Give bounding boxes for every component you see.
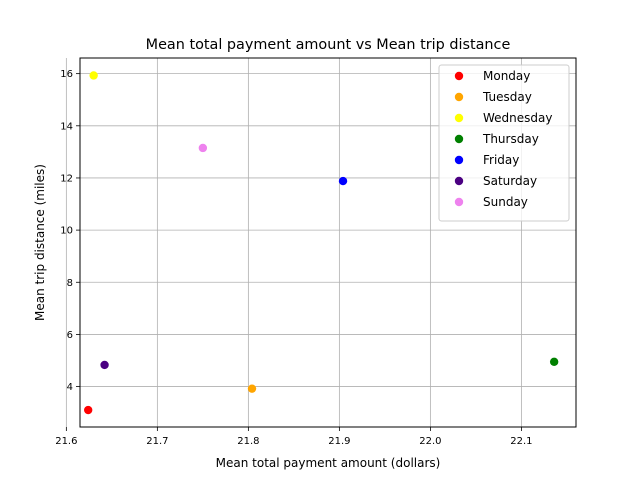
- legend-label-sunday: Sunday: [483, 195, 528, 209]
- data-point-tuesday: [247, 384, 257, 393]
- data-point-thursday: [549, 357, 559, 367]
- y-axis-label: Mean trip distance (miles): [33, 164, 47, 321]
- y-axis: 4 6 8 10 12 14 16: [60, 69, 80, 393]
- legend-label-saturday: Saturday: [483, 174, 537, 188]
- x-tick-label: 21.7: [146, 436, 168, 447]
- legend-marker-friday: [454, 155, 464, 165]
- legend-marker-tuesday: [454, 92, 464, 102]
- legend-label-monday: Monday: [483, 69, 530, 83]
- legend-label-thursday: Thursday: [482, 132, 539, 146]
- x-tick-label: 21.8: [237, 436, 259, 447]
- legend-label-tuesday: Tuesday: [482, 90, 532, 104]
- legend-marker-wednesday: [454, 113, 464, 123]
- chart-title: Mean total payment amount vs Mean trip d…: [146, 37, 511, 53]
- data-point-saturday: [100, 360, 109, 370]
- legend-marker-saturday: [454, 176, 464, 186]
- y-tick-label: 6: [67, 330, 73, 341]
- plot-frame: [79, 57, 577, 428]
- legend-label-wednesday: Wednesday: [483, 111, 552, 125]
- legend-marker-thursday: [454, 134, 464, 144]
- legend-marker-monday: [454, 71, 464, 81]
- data-point-wednesday: [89, 71, 98, 80]
- data-point-friday: [338, 176, 348, 186]
- y-tick-label: 10: [60, 226, 73, 237]
- y-tick-label: 12: [60, 173, 73, 184]
- data-point-sunday: [198, 143, 208, 153]
- y-tick-label: 16: [60, 69, 73, 80]
- x-tick-label: 21.9: [328, 436, 350, 447]
- legend: Monday Tuesday Wednesday Thursday Friday Satu…: [438, 64, 570, 222]
- x-axis-label: Mean total payment amount (dollars): [216, 456, 441, 470]
- x-tick-label: 21.6: [55, 436, 77, 447]
- data-points: [83, 71, 559, 415]
- y-tick-label: 14: [60, 121, 73, 132]
- data-point-monday: [83, 405, 93, 415]
- x-axis: 21.6 21.7 21.8 21.9 22.0 22.1: [55, 427, 533, 447]
- x-tick-label: 22.1: [510, 436, 532, 447]
- legend-box: [438, 64, 570, 222]
- y-tick-label: 4: [67, 382, 73, 393]
- x-tick-label: 22.0: [419, 436, 441, 447]
- legend-marker-sunday: [454, 197, 464, 207]
- y-tick-label: 8: [67, 278, 73, 289]
- legend-label-friday: Friday: [483, 153, 519, 167]
